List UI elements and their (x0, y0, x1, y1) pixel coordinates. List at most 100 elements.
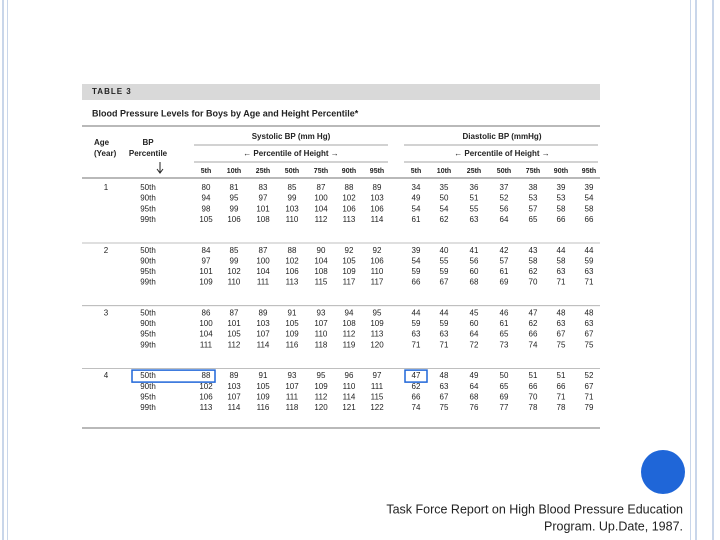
cell: 88 (345, 183, 354, 192)
percentile: 50th (140, 309, 156, 318)
cell: 67 (585, 330, 594, 339)
cell: 103 (227, 382, 241, 391)
cell: 104 (256, 267, 270, 276)
cell: 65 (500, 330, 509, 339)
cell: 42 (500, 246, 509, 255)
cell: 59 (412, 319, 421, 328)
cell: 68 (470, 278, 479, 287)
cell: 111 (200, 340, 213, 349)
percentile: 95th (140, 204, 156, 213)
cell: 119 (343, 340, 356, 349)
cell: 117 (371, 278, 384, 287)
cell: 106 (285, 267, 299, 276)
cell: 40 (440, 246, 449, 255)
cell: 89 (259, 309, 268, 318)
column-header: 25th (256, 168, 270, 175)
cell: 63 (412, 330, 421, 339)
cell: 111 (286, 392, 299, 401)
cell: 106 (370, 256, 384, 265)
cell: 112 (315, 392, 328, 401)
cell: 52 (585, 371, 594, 380)
cell: 108 (342, 319, 356, 328)
cell: 71 (557, 278, 566, 287)
cell: 67 (585, 382, 594, 391)
cell: 39 (557, 183, 566, 192)
right-border (690, 0, 691, 540)
cell: 105 (285, 319, 299, 328)
cell: 88 (288, 246, 297, 255)
cell: 44 (440, 309, 449, 318)
cell: 93 (288, 371, 297, 380)
cell: 91 (288, 309, 297, 318)
cell: 65 (529, 215, 538, 224)
age: 1 (104, 183, 109, 192)
cell: 72 (470, 340, 479, 349)
cell: 60 (470, 319, 479, 328)
cell: 69 (500, 392, 509, 401)
cell: 107 (314, 319, 328, 328)
cell: 61 (500, 267, 509, 276)
percentile: 99th (140, 215, 156, 224)
cell: 85 (288, 183, 297, 192)
cell: 115 (315, 278, 328, 287)
cell: 118 (286, 403, 299, 412)
column-header: 75th (526, 168, 540, 175)
cell: 66 (585, 215, 594, 224)
cell: 79 (585, 403, 594, 412)
cell: 63 (557, 267, 566, 276)
cell: 63 (440, 382, 449, 391)
cell: 54 (412, 256, 421, 265)
percentile: 99th (140, 340, 156, 349)
cell: 109 (314, 382, 328, 391)
cell: 107 (227, 392, 241, 401)
cell: 111 (371, 382, 384, 391)
cell: 106 (199, 392, 213, 401)
cell: 59 (440, 267, 449, 276)
cell: 95 (373, 309, 382, 318)
caption: Task Force Report on High Blood Pressure… (386, 502, 683, 516)
cell: 110 (343, 382, 356, 391)
cell: 114 (371, 215, 384, 224)
cell: 113 (343, 215, 356, 224)
cell: 81 (230, 183, 239, 192)
percentile: 95th (140, 392, 156, 401)
cell: 110 (371, 267, 384, 276)
cell: 75 (557, 340, 566, 349)
cell: 75 (585, 340, 594, 349)
cell: 43 (529, 246, 538, 255)
cell: 58 (529, 256, 538, 265)
cell: 112 (228, 340, 241, 349)
cell: 39 (412, 246, 421, 255)
cell: 71 (585, 392, 594, 401)
cell: 63 (557, 319, 566, 328)
cell: 65 (500, 382, 509, 391)
column-header: 10th (227, 168, 241, 175)
cell: 110 (228, 278, 241, 287)
cell: 75 (440, 403, 449, 412)
cell: 66 (412, 392, 421, 401)
percentile: 99th (140, 403, 156, 412)
cell: 51 (529, 371, 538, 380)
cell: 98 (202, 204, 211, 213)
column-header: 50th (285, 168, 299, 175)
cell: 108 (256, 215, 270, 224)
percentile: 90th (140, 382, 156, 391)
cell: 122 (370, 403, 384, 412)
cell: 117 (343, 278, 356, 287)
cell: 44 (557, 246, 566, 255)
cell: 49 (470, 371, 479, 380)
cell: 83 (259, 183, 268, 192)
cell: 66 (557, 382, 566, 391)
cell: 112 (315, 215, 328, 224)
column-header: 95th (370, 168, 384, 175)
percentile: 95th (140, 330, 156, 339)
percentile: 90th (140, 319, 156, 328)
cell: 71 (440, 340, 449, 349)
cell: 114 (257, 340, 270, 349)
cell: 71 (585, 278, 594, 287)
header: Age (94, 138, 110, 147)
column-header: 75th (314, 168, 328, 175)
cell: 92 (373, 246, 382, 255)
cell: 47 (529, 309, 538, 318)
